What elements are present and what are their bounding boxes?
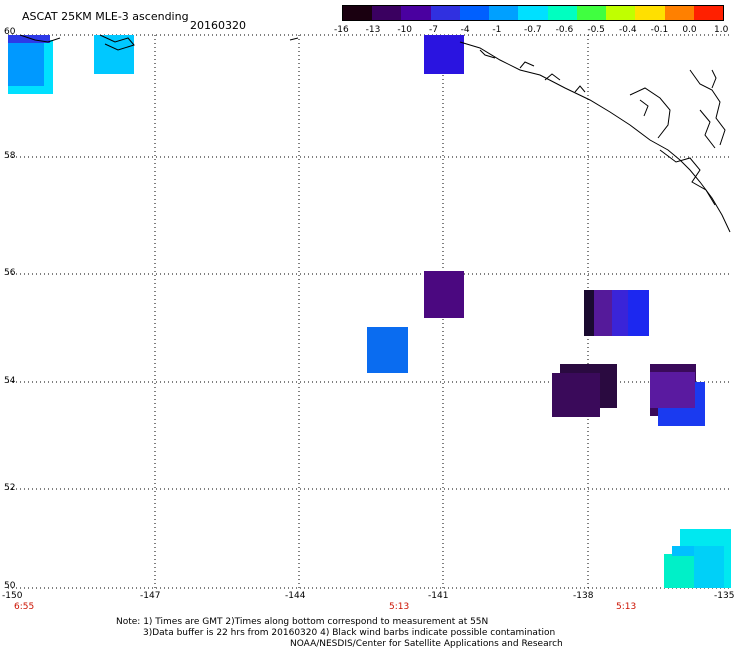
colorbar-label: -0.4: [619, 25, 637, 35]
note-line-3: NOAA/NESDIS/Center for Satellite Applica…: [290, 639, 563, 649]
wind-cell: [594, 290, 612, 336]
coastline: [19, 34, 731, 233]
lat-label-58: 58: [4, 151, 16, 161]
colorbar: [342, 5, 724, 21]
colorbar-swatch: [606, 6, 636, 20]
lat-label-60: 60: [4, 27, 16, 37]
lat-label-56: 56: [4, 268, 16, 278]
lon-label-135: -135: [714, 591, 735, 601]
colorbar-label: -10: [397, 25, 413, 35]
colorbar-label: -4: [460, 25, 470, 35]
colorbar-label: -0.6: [555, 25, 574, 35]
wind-cell: [424, 35, 464, 74]
colorbar-label: -1: [492, 25, 502, 35]
colorbar-label: -13: [365, 25, 381, 35]
colorbar-swatch: [664, 6, 694, 20]
colorbar-swatch: [372, 6, 402, 20]
wind-cell: [694, 546, 724, 588]
colorbar-label: -0.5: [587, 25, 605, 35]
colorbar-label: -0.1: [650, 25, 669, 35]
wind-cell: [367, 327, 408, 373]
wind-cell: [664, 554, 694, 588]
time-label-2: 5:13: [389, 602, 410, 612]
wind-cells: [8, 35, 731, 588]
colorbar-swatch: [518, 6, 548, 20]
lat-label-52: 52: [4, 483, 16, 493]
wind-cell: [424, 271, 464, 318]
wind-cell: [650, 372, 695, 408]
colorbar-label: -7: [429, 25, 438, 35]
colorbar-swatch: [576, 6, 607, 20]
wind-cell: [612, 290, 628, 336]
map-date: 20160320: [190, 19, 246, 32]
wind-cell: [584, 290, 594, 336]
colorbar-swatch: [693, 6, 724, 20]
colorbar-label: 0.0: [682, 25, 697, 35]
colorbar-swatch: [635, 6, 665, 20]
wind-cell: [8, 35, 50, 43]
note-line-2: 3)Data buffer is 22 hrs from 20160320 4)…: [143, 628, 556, 638]
wind-cell: [552, 373, 600, 417]
colorbar-swatch: [430, 6, 460, 20]
lon-label-141: -141: [428, 591, 449, 601]
lon-label-138: -138: [573, 591, 594, 601]
lat-label-50: 50: [4, 581, 16, 591]
colorbar-label: -16: [334, 25, 349, 35]
colorbar-swatch: [401, 6, 431, 20]
colorbar-swatch: [459, 6, 490, 20]
colorbar-swatch: [343, 6, 373, 20]
lat-label-54: 54: [4, 376, 16, 386]
note-line-1: Note: 1) Times are GMT 2)Times along bot…: [116, 617, 489, 627]
colorbar-label: -0.7: [524, 25, 542, 35]
wind-cell: [628, 290, 649, 336]
colorbar-swatch: [547, 6, 577, 20]
time-label-3: 5:13: [616, 602, 637, 612]
wind-cell: [8, 40, 44, 86]
wind-cell: [94, 35, 134, 74]
map-title: ASCAT 25KM MLE-3 ascending: [22, 10, 189, 23]
colorbar-labels: -16 -13 -10 -7 -4 -1 -0.7 -0.6 -0.5 -0.4 -0.1 0.0 1.…: [334, 25, 728, 37]
colorbar-label: 1.0: [714, 25, 729, 35]
wind-cell: [672, 546, 694, 556]
colorbar-swatch: [489, 6, 519, 20]
time-label-1: 6:55: [14, 602, 35, 612]
lon-label-150: -150: [2, 591, 23, 601]
lon-label-144: -144: [285, 591, 306, 601]
lon-label-147: -147: [140, 591, 161, 601]
